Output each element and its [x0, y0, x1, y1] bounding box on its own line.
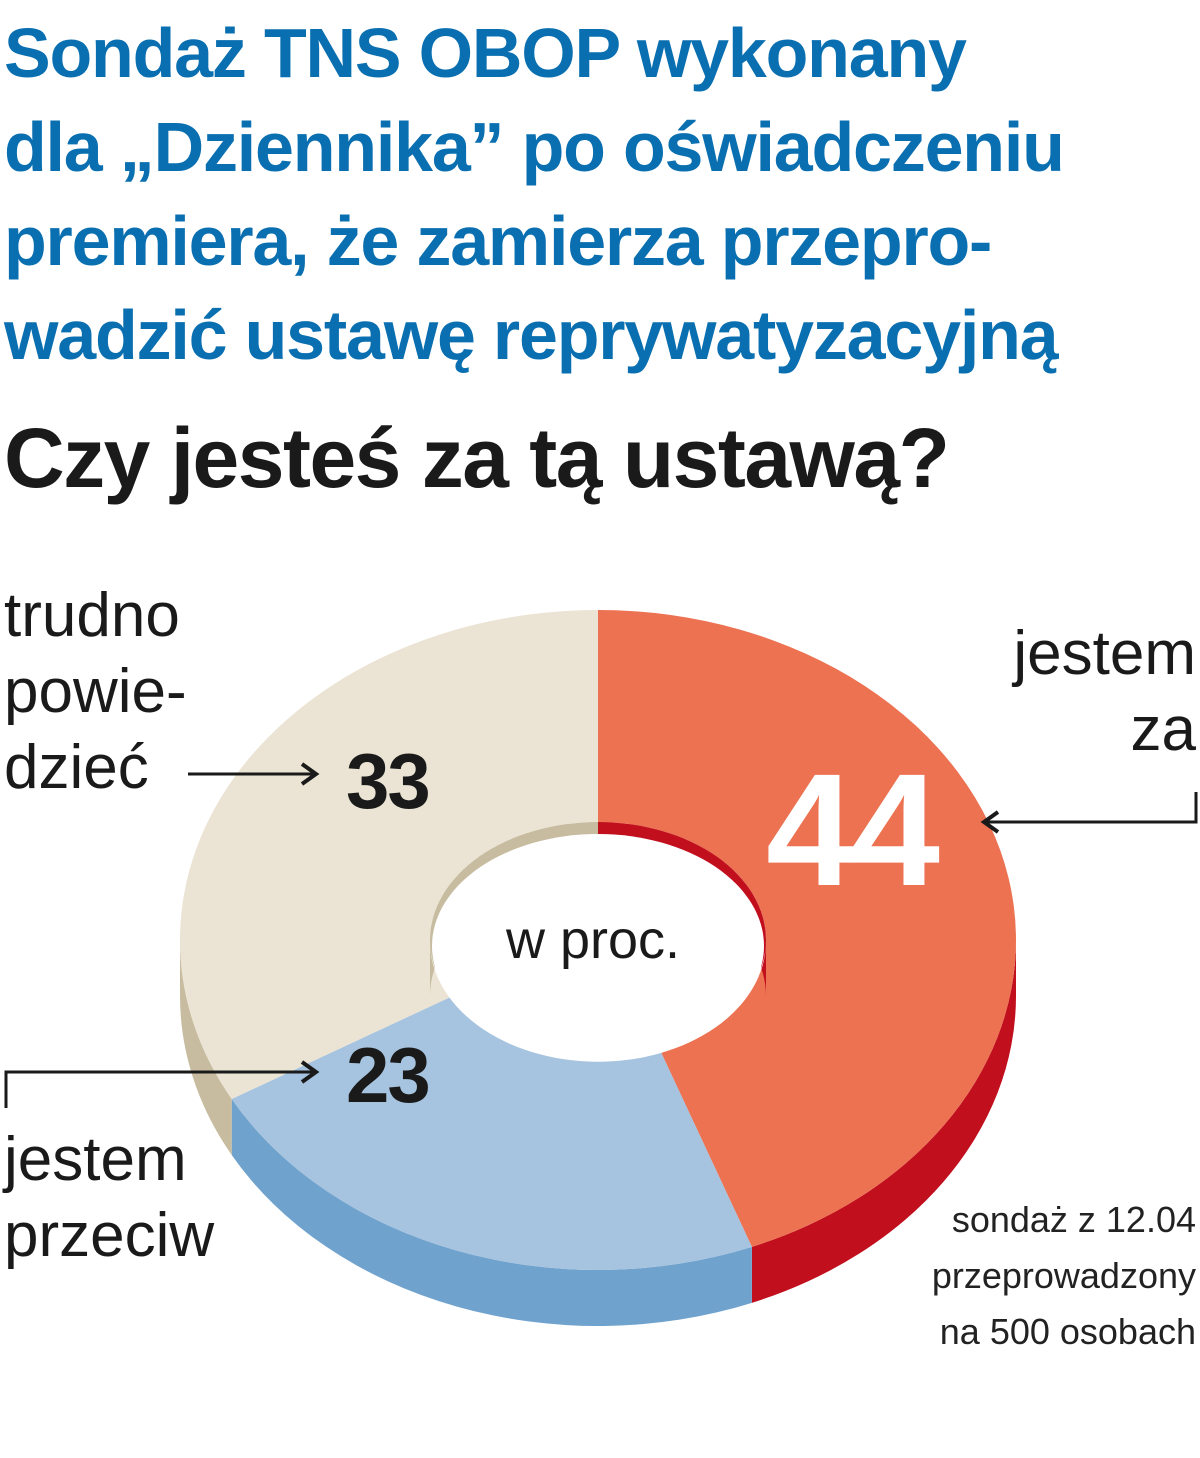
slice-label-line: dzieć — [4, 733, 149, 802]
label-arrow — [4, 1060, 320, 1108]
value-trudno-powiedziec: 33 — [346, 737, 431, 825]
headline-line: premiera, że zamierza przepro- — [4, 202, 992, 280]
slice-label-line: jestem — [4, 1125, 187, 1194]
source-note-line: sondaż z 12.04 — [951, 1199, 1196, 1240]
slice — [231, 996, 752, 1270]
slice-label-line: za — [1130, 695, 1196, 764]
slice-side — [751, 940, 1016, 1303]
chart-question: Czy jesteś za tą ustawą? — [4, 411, 950, 505]
donut-hole-floor — [432, 834, 764, 1058]
value-jestem-za: 44 — [766, 740, 940, 919]
label-arrow — [980, 792, 1198, 834]
slice-label-line: powie- — [4, 657, 187, 726]
label-jestem-przeciw: jestem przeciw — [4, 1122, 214, 1274]
label-jestem-za: jestem za — [1013, 616, 1196, 768]
slice — [598, 610, 1017, 1247]
slice-side — [180, 940, 232, 1155]
headline-line: wadzić ustawę reprywatyzacyjną — [4, 296, 1059, 374]
headline-line: dla „Dziennika” po oświadczeniu — [4, 108, 1065, 186]
label-arrow — [188, 762, 320, 786]
slice-label-line: przeciw — [4, 1201, 215, 1270]
unit-label: w proc. — [506, 910, 681, 970]
slice — [179, 609, 599, 1099]
source-note-line: przeprowadzony — [931, 1255, 1196, 1296]
headline: Sondaż TNS OBOP wykonany dla „Dziennika”… — [4, 6, 1196, 382]
source-note: sondaż z 12.04 przeprowadzony na 500 oso… — [932, 1192, 1196, 1360]
slice-side — [231, 1098, 752, 1326]
slice-label-line: trudno — [4, 581, 180, 650]
headline-line: Sondaż TNS OBOP wykonany — [4, 14, 967, 92]
value-jestem-przeciw: 23 — [346, 1031, 431, 1119]
source-note-line: na 500 osobach — [939, 1311, 1196, 1352]
slice-label-line: jestem — [1013, 619, 1196, 688]
label-trudno-powiedziec: trudno powie- dzieć — [4, 578, 187, 806]
